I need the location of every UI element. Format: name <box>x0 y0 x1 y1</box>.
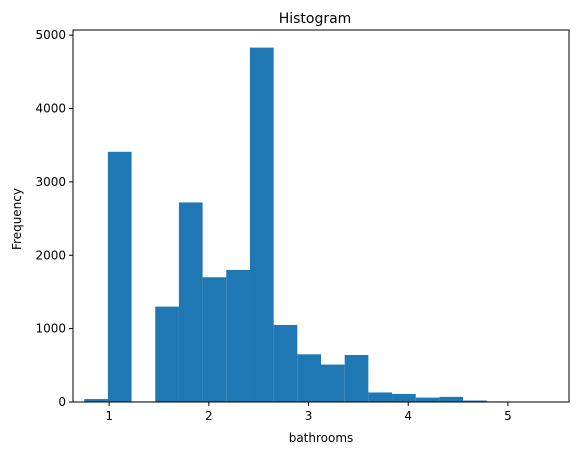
y-tick-label: 2000 <box>35 248 66 262</box>
y-tick-label: 5000 <box>35 28 66 42</box>
x-axis-label: bathrooms <box>289 431 354 445</box>
histogram-bar <box>250 48 274 402</box>
histogram-bar <box>179 202 203 402</box>
histogram-bar <box>392 394 416 402</box>
histogram-bar <box>439 397 463 402</box>
histogram-bar <box>226 270 250 402</box>
y-tick-label: 0 <box>58 395 66 409</box>
x-tick-label: 4 <box>404 409 412 423</box>
y-tick-label: 3000 <box>35 175 66 189</box>
y-axis-label: Frequency <box>10 188 24 250</box>
histogram-bar <box>345 355 369 402</box>
y-tick-label: 4000 <box>35 102 66 116</box>
histogram-bar <box>108 152 132 402</box>
histogram-bar <box>368 392 392 402</box>
chart-title: Histogram <box>279 11 352 27</box>
x-tick-label: 3 <box>305 409 313 423</box>
histogram-bar <box>274 325 298 402</box>
histogram-bar <box>416 398 440 402</box>
x-tick-label: 5 <box>504 409 512 423</box>
x-tick-label: 1 <box>105 409 113 423</box>
x-tick-label: 2 <box>205 409 213 423</box>
histogram-bar <box>297 354 321 402</box>
y-tick-label: 1000 <box>35 322 66 336</box>
histogram-bar <box>155 307 179 402</box>
histogram-bar <box>203 277 227 402</box>
histogram-bar <box>321 365 345 402</box>
